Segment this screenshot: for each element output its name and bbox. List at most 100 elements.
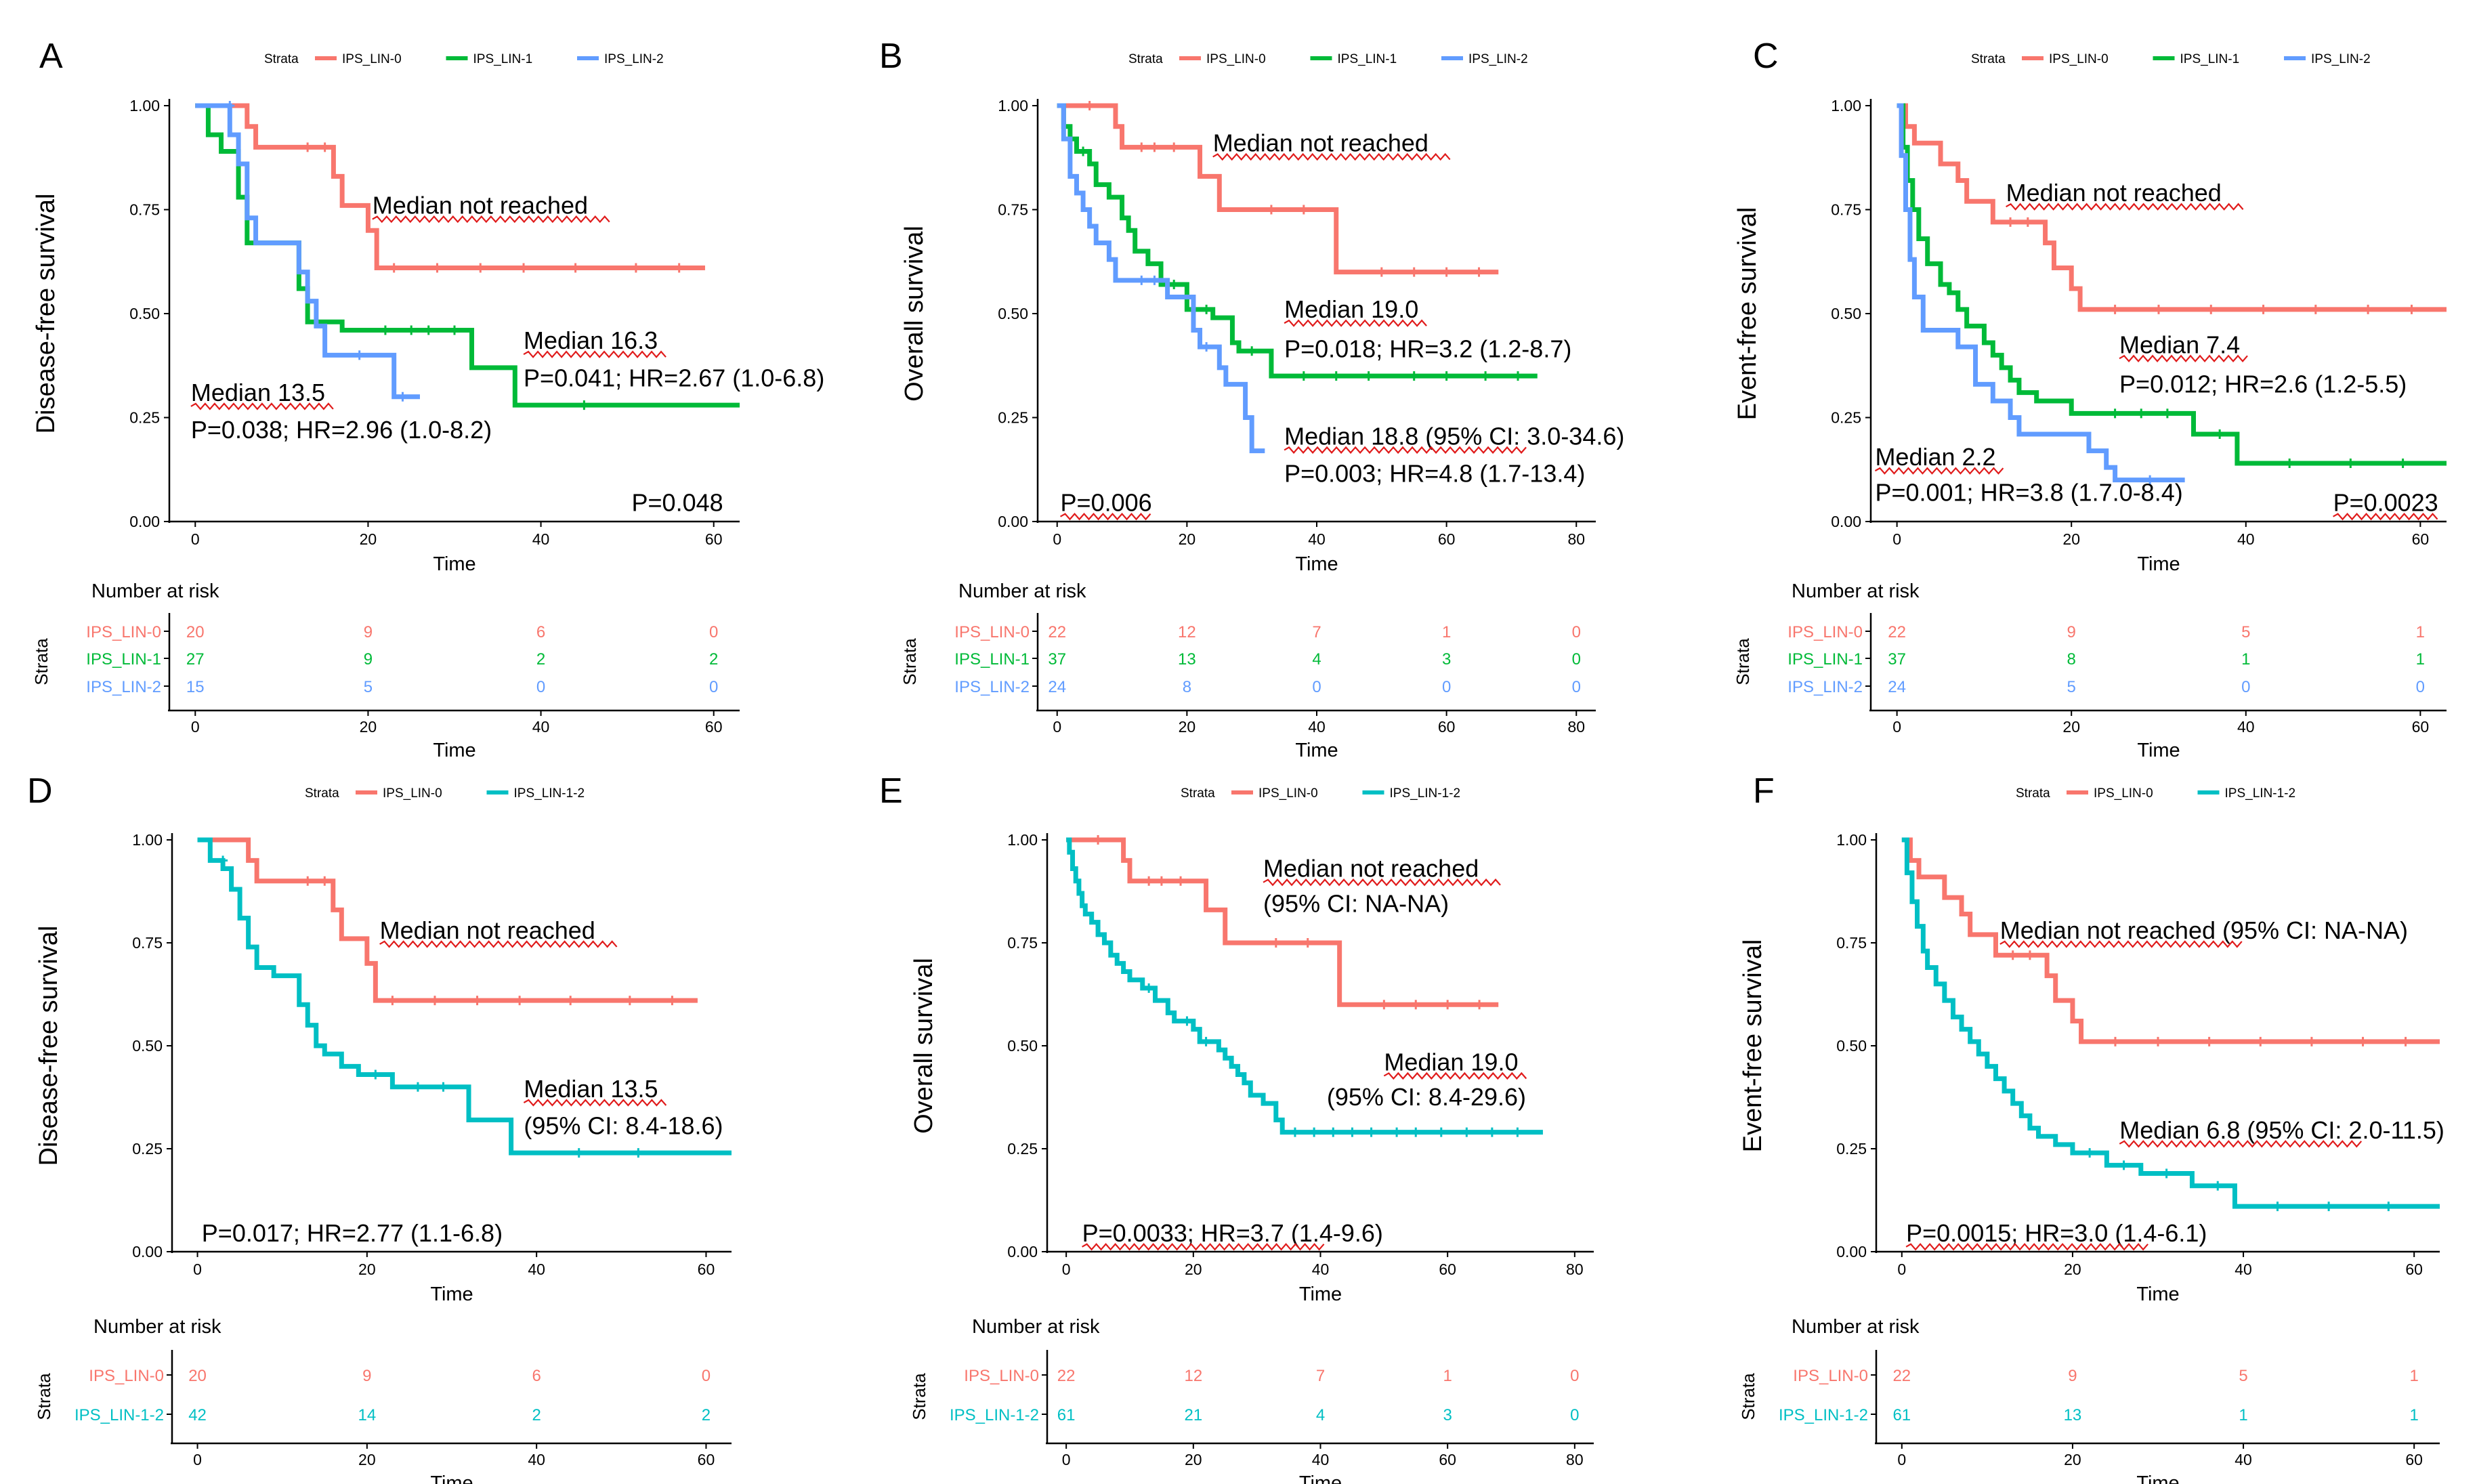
risk-count: 9 <box>2067 623 2076 641</box>
y-tick-label: 0.25 <box>129 409 160 427</box>
risk-count: 5 <box>364 678 373 696</box>
risk-count: 2 <box>532 1406 541 1424</box>
risk-count: 0 <box>1312 678 1321 696</box>
x-tick-label: 0 <box>191 530 200 548</box>
legend-label-IPS_LIN-1-2: IPS_LIN-1-2 <box>514 786 585 801</box>
censor-mark <box>1144 876 1154 886</box>
risk-count: 12 <box>1184 1367 1202 1385</box>
risk-x-axis-label: Time <box>1299 1472 1342 1484</box>
risk-y-axis-label: Strata <box>1738 1373 1758 1420</box>
km-curve-IPS_LIN-2 <box>1897 103 2185 483</box>
risk-x-axis-label: Time <box>2136 1472 2179 1484</box>
risk-count: 0 <box>1442 678 1451 696</box>
legend-label-IPS_LIN-0: IPS_LIN-0 <box>1258 786 1318 801</box>
censor-mark <box>2310 304 2321 314</box>
risk-count: 15 <box>186 678 205 696</box>
legend-title: Strata <box>1181 786 1215 801</box>
km-curve-IPS_LIN-2 <box>1057 103 1265 454</box>
annotation-text: Median 13.5 <box>191 379 325 406</box>
censor-mark <box>1411 1000 1421 1010</box>
censor-mark <box>398 391 408 402</box>
risk-row-label-IPS_LIN-0: IPS_LIN-0 <box>954 623 1030 641</box>
annotation-text: Median not reached <box>1263 855 1479 883</box>
x-axis-label: Time <box>2137 553 2180 575</box>
risk-count: 1 <box>2410 1367 2419 1385</box>
censor-mark <box>667 996 677 1006</box>
x-axis-label: Time <box>433 553 475 575</box>
y-tick-label: 0.75 <box>1836 934 1867 952</box>
risk-count: 5 <box>2067 678 2076 696</box>
censor-mark <box>1271 938 1281 948</box>
censor-mark <box>1328 1127 1338 1137</box>
y-tick-label: 0.75 <box>998 201 1028 219</box>
censor-mark <box>2258 304 2268 314</box>
risk-count: 1 <box>2410 1406 2419 1424</box>
x-tick-label: 40 <box>1308 530 1326 548</box>
censor-mark <box>2161 1168 2172 1179</box>
y-axis-label: Overall survival <box>910 958 938 1134</box>
risk-count: 3 <box>1443 1406 1452 1424</box>
legend-title: Strata <box>2016 786 2050 801</box>
annotation-text: Median 2.2 <box>1875 443 1995 471</box>
censor-mark <box>2153 1036 2163 1046</box>
spellcheck-underline <box>2119 1140 2363 1148</box>
censor-mark <box>475 263 486 273</box>
risk-row-label-IPS_LIN-0: IPS_LIN-0 <box>964 1367 1039 1385</box>
annotation-text: Median 6.8 (95% CI: 2.0-11.5) <box>2119 1116 2444 1144</box>
censor-mark <box>1309 1127 1319 1137</box>
censor-mark <box>2085 1148 2095 1158</box>
censor-mark <box>1347 1127 1357 1137</box>
risk-count: 12 <box>1178 623 1196 641</box>
risk-y-axis-label: Strata <box>1733 638 1753 685</box>
censor-mark <box>674 263 684 273</box>
km-curve-IPS_LIN-1 <box>1897 103 2447 466</box>
annotation-text: (95% CI: 8.4-18.6) <box>524 1112 723 1140</box>
y-tick-label: 0.25 <box>1007 1140 1038 1158</box>
risk-x-tick-label: 0 <box>1897 1451 1906 1468</box>
x-tick-label: 20 <box>1179 530 1196 548</box>
spellcheck-underline <box>1874 467 2004 475</box>
spellcheck-underline <box>1263 878 1501 887</box>
censor-mark <box>2110 408 2120 419</box>
risk-count: 20 <box>186 623 205 641</box>
censor-mark <box>1298 205 1309 215</box>
legend-label-IPS_LIN-1-2: IPS_LIN-1-2 <box>2225 786 2296 801</box>
y-tick-label: 0.75 <box>129 201 160 219</box>
risk-count: 0 <box>1572 650 1581 669</box>
risk-x-tick-label: 20 <box>2062 718 2080 736</box>
censor-mark <box>1392 1127 1402 1137</box>
risk-x-tick-label: 60 <box>2405 1451 2423 1468</box>
panel-letter: A <box>39 37 63 76</box>
risk-row-label-IPS_LIN-2: IPS_LIN-2 <box>1787 678 1863 696</box>
y-tick-label: 1.00 <box>1831 97 1861 114</box>
legend-label-IPS_LIN-1: IPS_LIN-1 <box>2180 52 2240 66</box>
x-axis-label: Time <box>430 1284 473 1305</box>
x-tick-label: 60 <box>698 1260 715 1278</box>
risk-row-label-IPS_LIN-1: IPS_LIN-1 <box>1787 650 1863 669</box>
legend-label-IPS_LIN-2: IPS_LIN-2 <box>604 52 664 66</box>
censor-mark <box>2008 950 2018 960</box>
censor-mark <box>2110 304 2120 314</box>
annotation-text: Median 16.3 <box>524 326 658 354</box>
x-tick-label: 40 <box>532 530 550 548</box>
y-axis-label: Overall survival <box>900 226 929 402</box>
risk-count: 13 <box>2064 1406 2082 1424</box>
annotation-text: Median 13.5 <box>524 1075 658 1103</box>
risk-count: 0 <box>1570 1367 1579 1385</box>
y-tick-label: 1.00 <box>998 97 1028 114</box>
spellcheck-underline <box>1284 446 1527 454</box>
y-axis-label: Event-free survival <box>1739 939 1767 1153</box>
legend-label-IPS_LIN-0: IPS_LIN-0 <box>342 52 402 66</box>
x-tick-label: 20 <box>1185 1260 1202 1278</box>
censor-mark <box>1363 371 1374 381</box>
risk-count: 0 <box>2241 678 2250 696</box>
risk-count: 3 <box>1442 650 1451 669</box>
y-tick-label: 0.00 <box>998 513 1028 530</box>
censor-mark <box>320 876 330 886</box>
censor-mark <box>320 142 330 152</box>
risk-x-tick-label: 60 <box>705 718 723 736</box>
risk-x-axis-label: Time <box>433 740 475 761</box>
km-curve-IPS_LIN-1-2 <box>1901 837 2440 1209</box>
panel-letter: D <box>27 771 53 811</box>
risk-count: 1 <box>2416 623 2425 641</box>
